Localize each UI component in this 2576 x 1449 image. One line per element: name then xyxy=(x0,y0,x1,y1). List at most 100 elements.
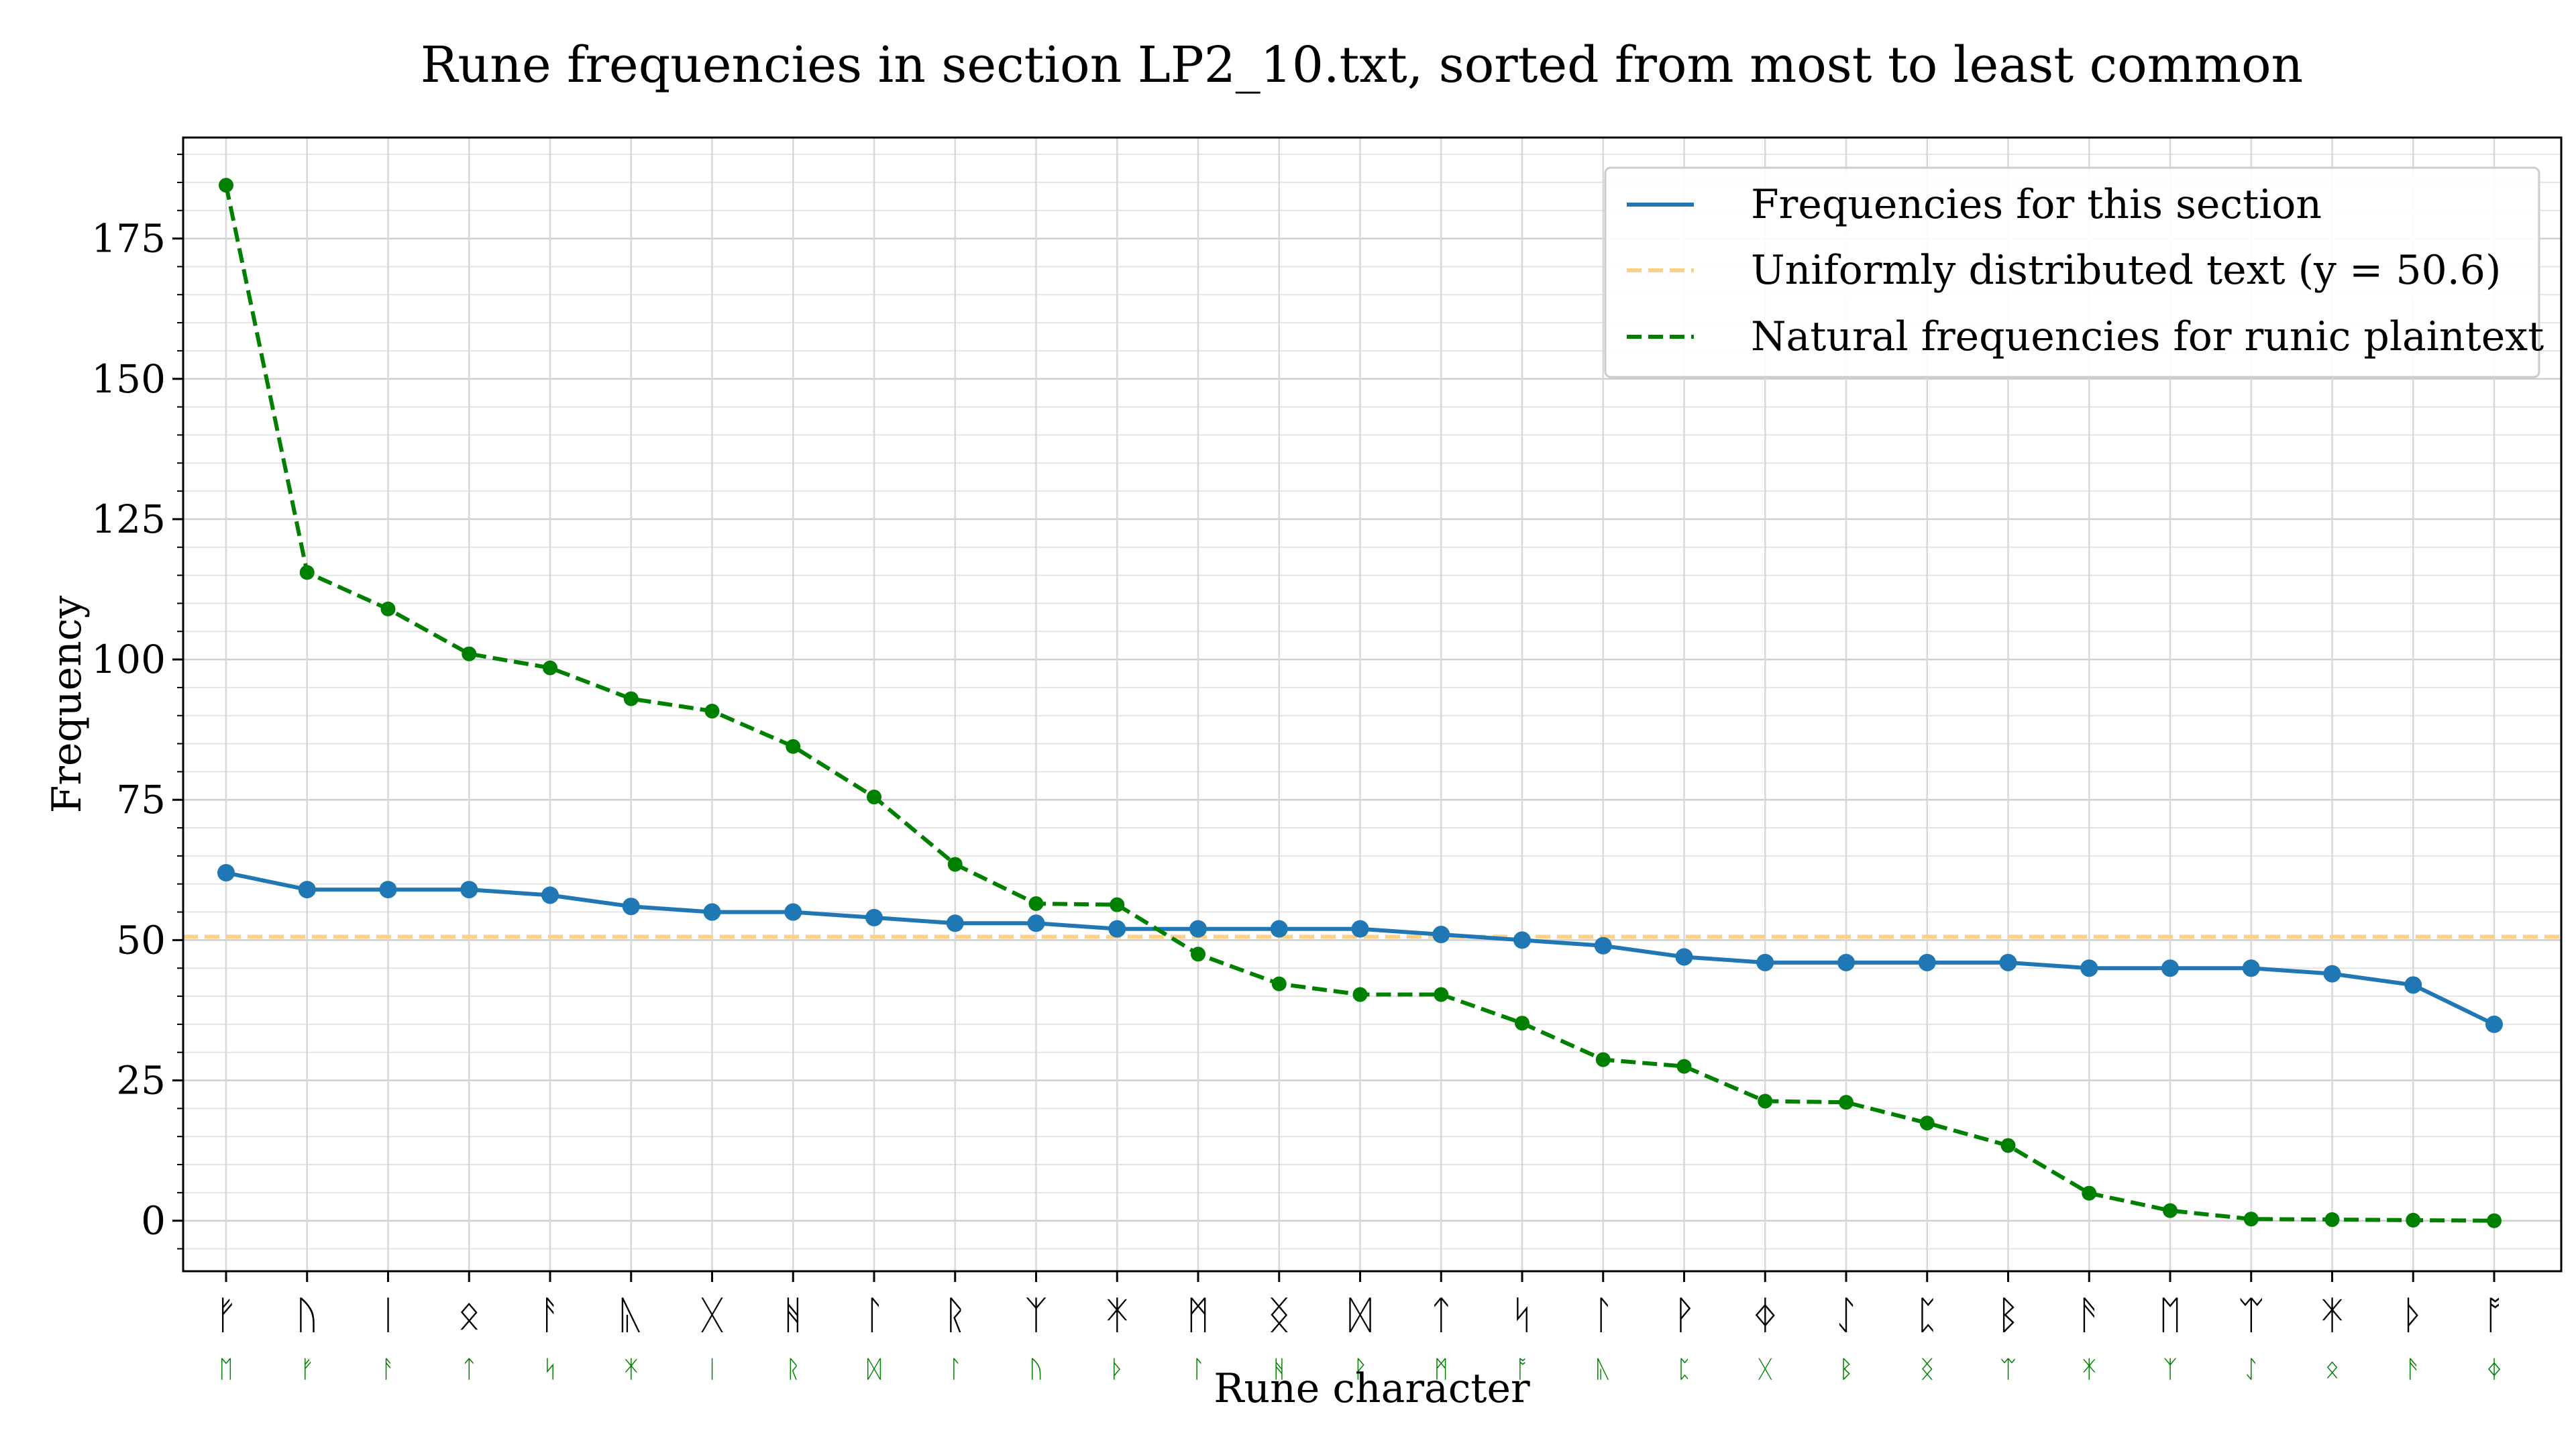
x-tick-label: ᚱ xyxy=(943,1292,967,1338)
x-tick-label: ᛝ xyxy=(1267,1292,1291,1338)
x-tick-label: ᚹ xyxy=(1672,1292,1696,1338)
x-tick-label: ᚠ xyxy=(215,1292,238,1338)
y-tick-label: 50 xyxy=(116,917,166,963)
x-tick-label-natural: ᚣ xyxy=(1596,1356,1611,1383)
data-point-section xyxy=(622,898,640,916)
x-tick-label: ᛄ xyxy=(1754,1292,1777,1338)
data-point-natural xyxy=(1839,1095,1854,1110)
x-tick-label: ᛗ xyxy=(1187,1292,1210,1338)
y-tick-label: 100 xyxy=(91,637,166,682)
data-point-natural xyxy=(786,739,801,754)
x-tick-label: ᛁ xyxy=(376,1292,400,1338)
x-tick-label-natural: ᛡ xyxy=(2082,1356,2096,1383)
legend: Frequencies for this section Uniformly d… xyxy=(1604,166,2544,378)
x-tick-label-natural: ᚠ xyxy=(300,1356,315,1383)
data-point-natural xyxy=(2487,1213,2502,1228)
x-tick-label-natural: ᛁ xyxy=(705,1356,720,1383)
data-point-section xyxy=(2080,959,2098,977)
data-point-section xyxy=(2485,1015,2503,1033)
data-point-section xyxy=(1108,920,1126,938)
data-point-natural xyxy=(299,565,315,580)
x-tick-label: ᛉ xyxy=(1024,1292,1048,1338)
data-point-natural xyxy=(1191,947,1205,962)
data-point-natural xyxy=(2163,1203,2178,1218)
data-point-section xyxy=(1675,948,1693,966)
data-point-section xyxy=(1027,914,1045,932)
data-point-section xyxy=(2161,959,2179,977)
data-point-natural xyxy=(1434,987,1449,1002)
x-tick-label: ᚦ xyxy=(2402,1292,2425,1338)
x-tick-label-natural: ᚦ xyxy=(1110,1356,1124,1383)
x-tick-label-natural: ᚱ xyxy=(786,1356,800,1383)
x-tick-label-natural: ᚫ xyxy=(2406,1356,2420,1383)
data-point-section xyxy=(1351,920,1369,938)
x-tick-label-natural: ᛉ xyxy=(2163,1356,2178,1383)
x-tick-label-natural: ᚹ xyxy=(1353,1356,1368,1383)
y-tick-label: 125 xyxy=(91,496,166,542)
x-axis: ᚠᛖᚢᚠᛁᚨᛟᛏᚨᛋᚣᛡᚷᛁᚻᚱᛚᛞᚱᛚᛉᚢᛡᚦᛗᛚᛝᚻᛞᚹᛏᛗᛋᚩᛚᚣᚹᛈᛄᚷ… xyxy=(215,1271,2506,1383)
x-tick-label: ᛖ xyxy=(2159,1292,2182,1338)
x-tick-label-natural: ᛋ xyxy=(543,1356,557,1383)
data-point-section xyxy=(1189,920,1207,938)
x-tick-label-natural: ᚻ xyxy=(1272,1356,1287,1383)
data-point-section xyxy=(1918,953,1936,971)
data-point-section xyxy=(703,903,721,921)
data-point-natural xyxy=(1595,1052,1611,1067)
data-point-natural xyxy=(1758,1093,1773,1109)
x-tick-label-natural: ᛝ xyxy=(1920,1356,1935,1383)
x-tick-label-natural: ᛞ xyxy=(867,1356,881,1383)
x-tick-label: ᚷ xyxy=(700,1292,724,1338)
x-tick-label-natural: ᛗ xyxy=(1434,1356,1448,1383)
plot-frame xyxy=(182,136,2563,1273)
data-point-section xyxy=(541,886,559,904)
data-point-section xyxy=(1756,953,1774,971)
x-tick-label-natural: ᚢ xyxy=(1029,1356,1044,1383)
x-tick-label-natural: ᚩ xyxy=(1515,1356,1529,1383)
data-point-natural xyxy=(1028,896,1044,912)
data-point-section xyxy=(1837,953,1855,971)
data-point-natural xyxy=(704,704,720,719)
x-tick-label-natural: ᛡ xyxy=(624,1356,639,1383)
x-tick-label-natural: ᛄ xyxy=(2487,1356,2502,1383)
data-point-section xyxy=(946,914,964,932)
x-tick-label-natural: ᛠ xyxy=(2001,1356,2016,1383)
x-tick-label-natural: ᛇ xyxy=(2244,1356,2259,1383)
data-point-natural xyxy=(2324,1212,2340,1228)
data-point-section xyxy=(298,881,316,899)
x-tick-label: ᛚ xyxy=(1591,1292,1615,1338)
data-point-natural xyxy=(2082,1185,2097,1201)
data-point-section xyxy=(1513,931,1531,949)
x-tick-label-natural: ᛟ xyxy=(2325,1356,2340,1383)
x-tick-label: ᛠ xyxy=(2239,1292,2263,1338)
data-point-section xyxy=(1270,920,1288,938)
x-tick-label: ᚣ xyxy=(619,1292,643,1338)
x-axis-label: Rune character xyxy=(1214,1365,1530,1412)
data-point-section xyxy=(2404,976,2422,994)
legend-label-section: Frequencies for this section xyxy=(1751,181,2322,228)
x-tick-label: ᛋ xyxy=(1511,1292,1534,1338)
x-tick-label: ᛡ xyxy=(1106,1292,1129,1338)
data-point-section xyxy=(1432,926,1450,944)
x-tick-label: ᛏ xyxy=(1430,1292,1453,1338)
x-tick-label-natural: ᛚ xyxy=(948,1356,963,1383)
data-point-section xyxy=(1999,953,2017,971)
series-layer xyxy=(217,178,2503,1228)
x-tick-label-natural: ᚨ xyxy=(381,1356,396,1383)
x-tick-label-natural: ᛖ xyxy=(219,1356,233,1383)
y-axis-label: Frequency xyxy=(44,596,91,814)
chart-title: Rune frequencies in section LP2_10.txt, … xyxy=(421,36,2303,94)
data-point-section xyxy=(2242,959,2260,977)
x-tick-label: ᚨ xyxy=(539,1292,562,1338)
legend-box xyxy=(1604,166,2540,378)
data-point-natural xyxy=(1676,1059,1692,1074)
data-point-natural xyxy=(1271,976,1287,991)
x-tick-label: ᚩ xyxy=(2483,1292,2506,1338)
data-point-natural xyxy=(1515,1016,1529,1031)
data-point-natural xyxy=(462,646,477,661)
data-point-section xyxy=(784,903,802,921)
data-point-natural xyxy=(2000,1138,2016,1153)
y-axis: 0 25 50 75 100 125 150 175 xyxy=(91,154,183,1250)
data-point-section xyxy=(865,908,883,926)
x-tick-label: ᛡ xyxy=(2320,1292,2344,1338)
